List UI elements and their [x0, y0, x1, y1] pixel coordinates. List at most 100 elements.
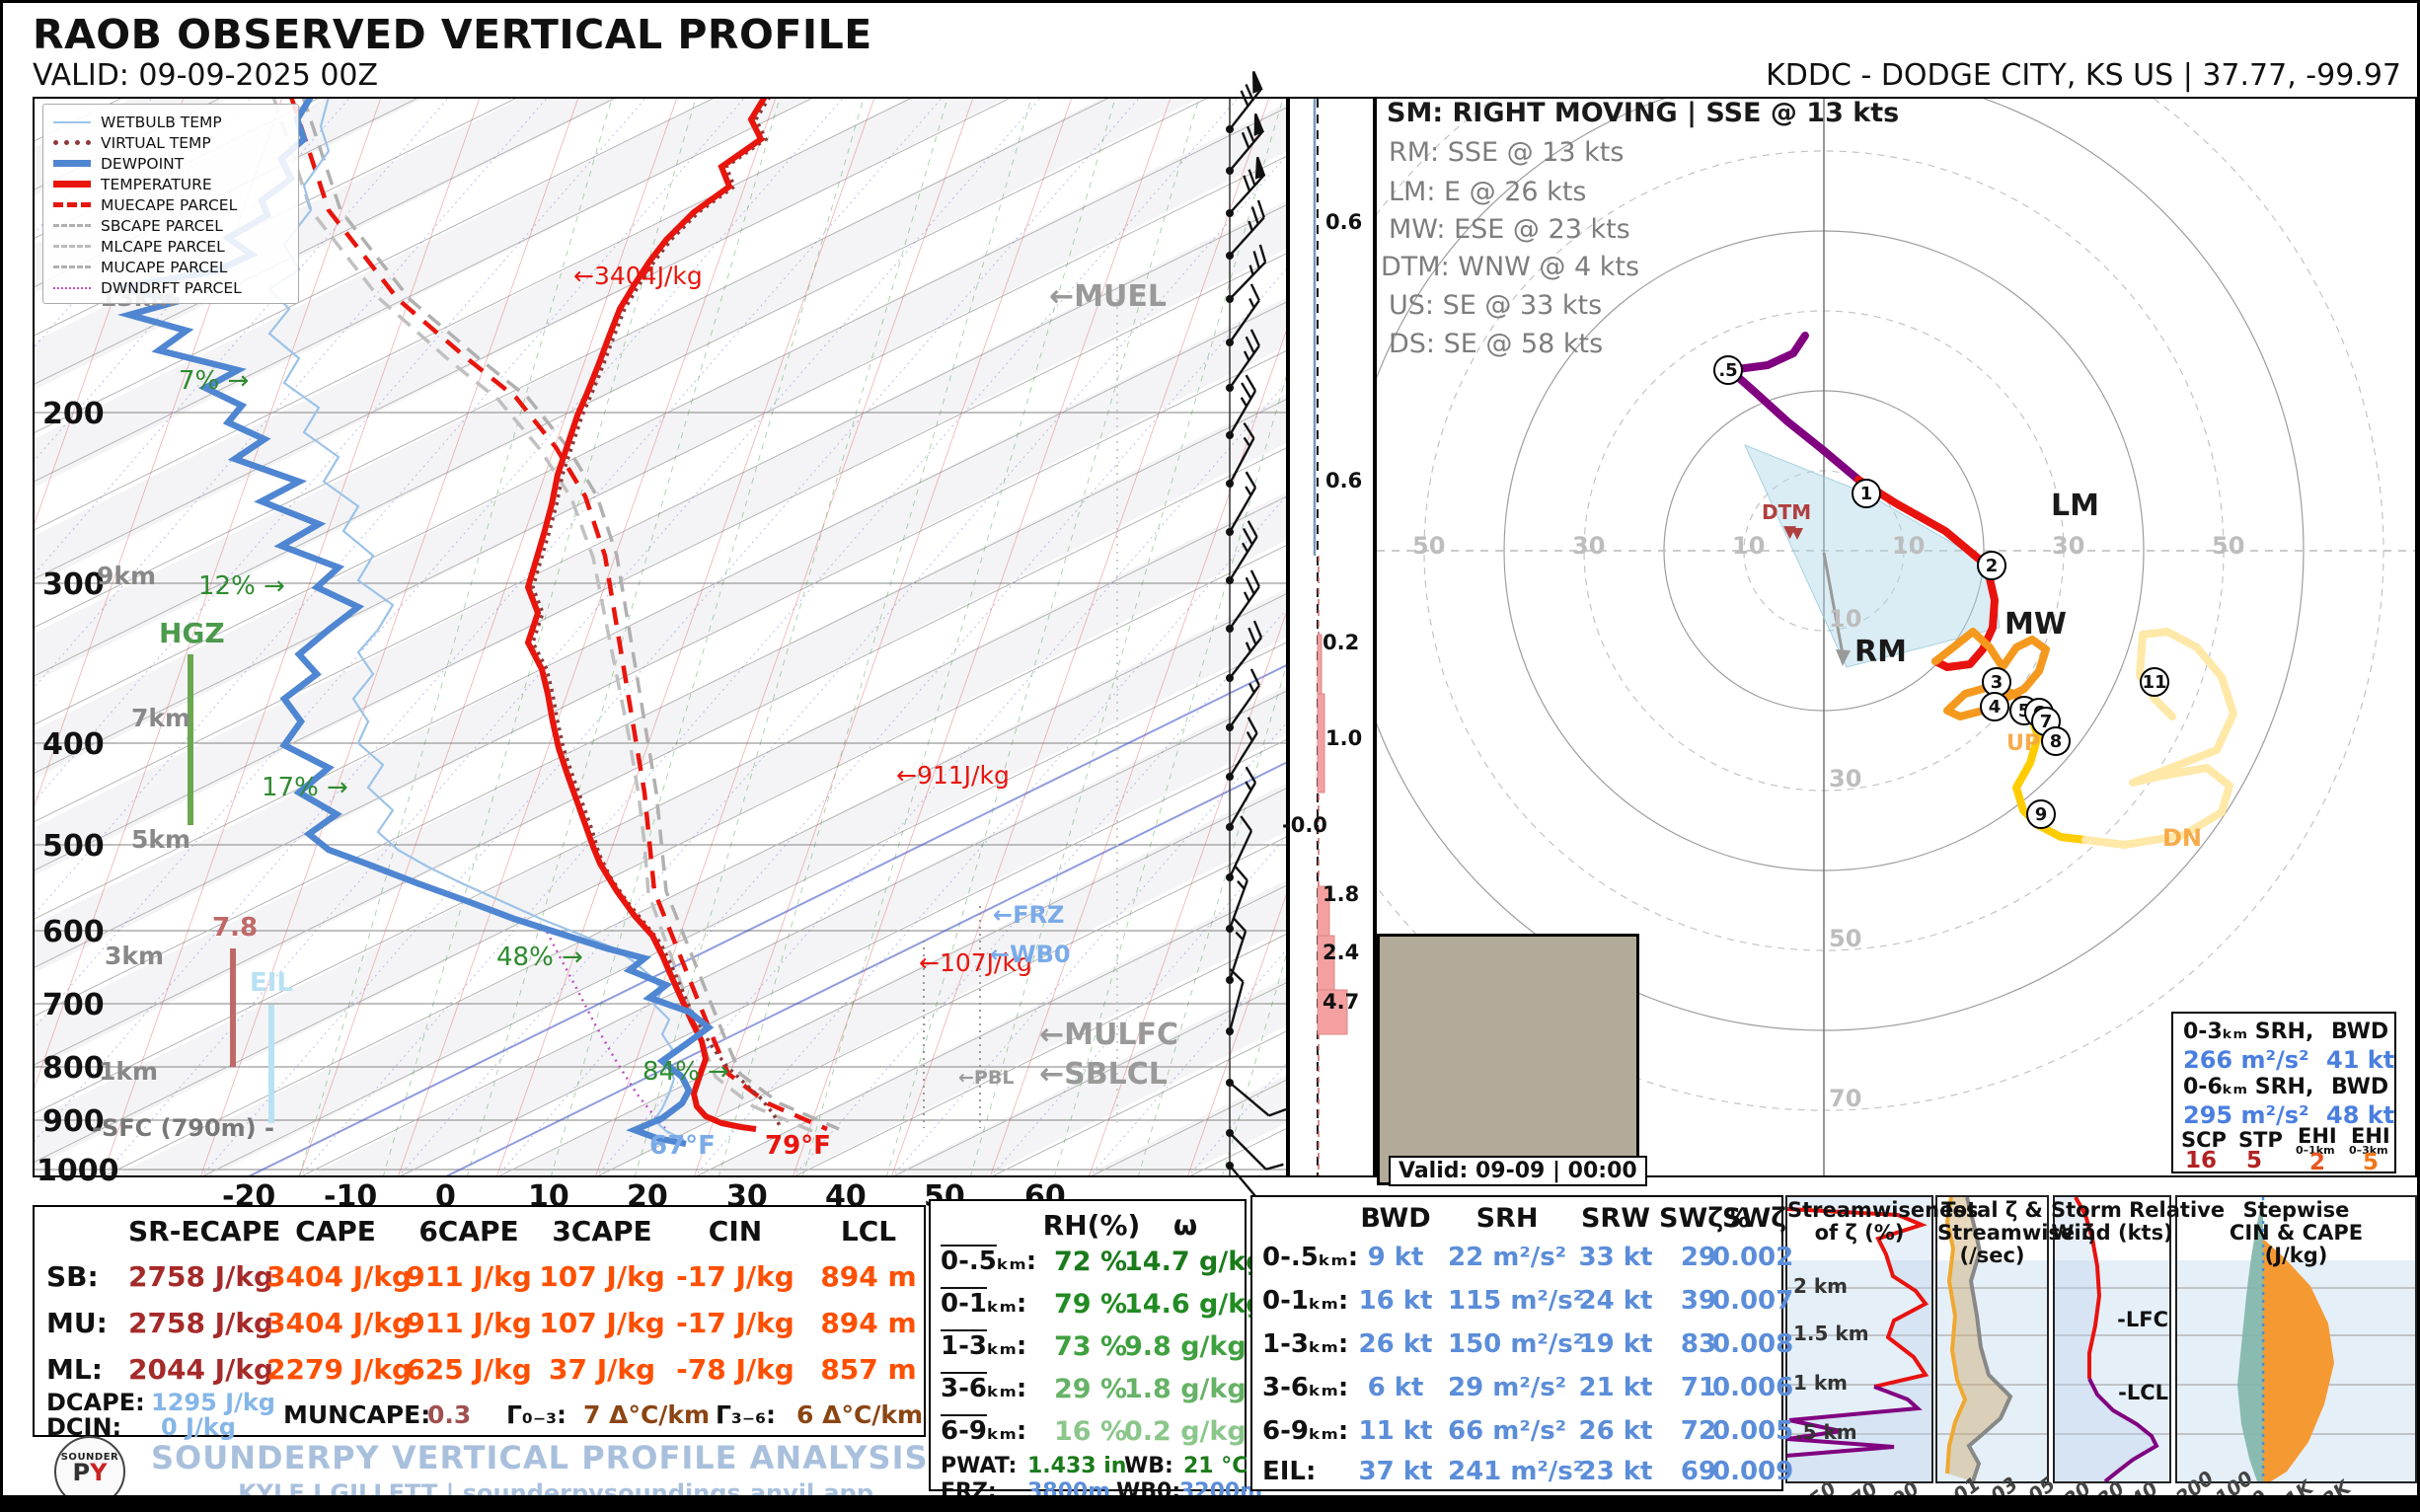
pressure-label: 200: [42, 397, 105, 431]
pwat-value: 1.433 in: [1027, 1454, 1127, 1478]
title-line: (/sec): [1959, 1244, 2025, 1267]
swzpct-value: 39: [1680, 1286, 1717, 1316]
logo-y: Y: [90, 1459, 108, 1486]
swz-value: 0.007: [1712, 1286, 1794, 1316]
srh-head-range: 0-3ₖₘ SRH,: [2183, 1020, 2313, 1044]
srh-value: 115 m²/s²: [1448, 1286, 1585, 1316]
srw-value: 33 kt: [1578, 1243, 1653, 1272]
omega-value: 1.0: [1325, 726, 1363, 750]
legend-item: SBCAPE PARCEL: [53, 215, 288, 236]
muncape-value: 0.3: [427, 1400, 472, 1429]
bwd-head: BWD: [2331, 1075, 2389, 1099]
height-label: 3km: [105, 942, 165, 970]
storm-motion-line: RM: SSE @ 13 kts: [1389, 137, 1625, 168]
hodo-marker: 8: [2041, 726, 2071, 756]
sbcape-line-icon: [53, 224, 91, 227]
sb-srecape: 2758 J/kg: [128, 1260, 273, 1293]
valid-time: VALID: 09-09-2025 00Z: [33, 58, 379, 93]
srh-0-6-value: 295 m²/s²: [2183, 1101, 2309, 1129]
ring-label: 50: [1829, 925, 1862, 952]
map-valid-label: Valid: 09-09 | 00:00: [1389, 1156, 1647, 1186]
range: 0-1: [941, 1289, 987, 1319]
surface-temp: 79°F: [765, 1131, 831, 1161]
legend-item: MUECAPE PARCEL: [53, 194, 288, 215]
row-label: 1-3ₖₘ:: [941, 1331, 1026, 1361]
dcape-value: 1295 J/kg: [151, 1389, 275, 1416]
scp-value: 16: [2185, 1148, 2218, 1173]
bwd-value: 9 kt: [1367, 1243, 1424, 1272]
legend-item: VIRTUAL TEMP: [53, 132, 288, 153]
range: 0-.5: [941, 1247, 997, 1276]
dtm-label: DTM: [1762, 500, 1812, 524]
wb-value: 21 °C: [1183, 1454, 1248, 1478]
hodo-marker: 2: [1977, 551, 2006, 580]
ehi1-label: EHI: [2298, 1124, 2337, 1148]
mixing-ratio-value: 14.6 g/kg: [1124, 1289, 1265, 1320]
ring-label: 10: [1892, 532, 1926, 560]
rh-annotation: 12% →: [198, 571, 285, 601]
dewpoint-line-icon: [53, 160, 91, 167]
row-label: 0-.5ₖₘ:: [1262, 1243, 1359, 1272]
updraft-label: UP: [2006, 731, 2040, 756]
bwd-value: 11 kt: [1358, 1416, 1433, 1446]
legend-label: VIRTUAL TEMP: [101, 133, 211, 152]
srh-value: 241 m²/s²: [1448, 1457, 1585, 1486]
ring-label: 70: [1829, 1085, 1862, 1112]
mixing-ratio-value: 0.2 g/kg: [1124, 1416, 1247, 1447]
storm-motion-line: DTM: WNW @ 4 kts: [1381, 252, 1640, 282]
ml-3cape: 37 J/kg: [548, 1353, 656, 1386]
right-mover-label: RM: [1854, 635, 1907, 669]
bottom-border-bar: [3, 1495, 2417, 1509]
mixing-ratio-value: 14.7 g/kg: [1124, 1247, 1265, 1277]
stp-value: 5: [2246, 1148, 2263, 1173]
rh-annotation: 48% →: [496, 943, 583, 972]
range: 3-6: [941, 1374, 987, 1403]
ml-cape: 2279 J/kg: [266, 1353, 412, 1386]
suffix: ₖₘ:: [986, 1331, 1027, 1361]
ring-label: 30: [1829, 765, 1862, 793]
storm-motion-line: US: SE @ 33 kts: [1389, 290, 1603, 321]
wb0-label: ←WB0: [990, 941, 1071, 968]
ml-lcl: 857 m: [820, 1353, 917, 1386]
omega-value: 0.6: [1325, 210, 1363, 234]
radar-map-inset: [1377, 934, 1639, 1185]
swz-value: 0.008: [1712, 1329, 1794, 1359]
swzpct-value: 72: [1680, 1416, 1717, 1446]
srw-value: 21 kt: [1578, 1373, 1653, 1402]
panel-band: [2177, 1260, 2415, 1481]
range: 6-9: [941, 1416, 987, 1446]
mu-lcl: 894 m: [820, 1307, 917, 1339]
omega-value: 0.2: [1323, 631, 1360, 654]
pressure-label: 800: [42, 1051, 105, 1086]
range-text: 0-3ₖₘ: [2183, 1020, 2248, 1044]
col-header: SRH: [1475, 1203, 1539, 1234]
title-line: Stepwise: [2242, 1198, 2350, 1222]
srh-value: 66 m²/s²: [1448, 1416, 1567, 1446]
srh-value: 150 m²/s²: [1448, 1329, 1585, 1359]
suffix: ₖₘ:: [986, 1289, 1027, 1319]
muel-label: ←MUEL: [1049, 279, 1167, 314]
row-label: 0-.5ₖₘ:: [941, 1247, 1036, 1276]
ml-cin: -78 J/kg: [676, 1353, 794, 1386]
row-label: ML:: [46, 1353, 103, 1386]
sb-lcl: 894 m: [820, 1260, 917, 1293]
mlcape-line-icon: [53, 245, 91, 248]
srh-bwd-box: 0-3ₖₘ SRH, BWD 266 m²/s² 41 kt 0-6ₖₘ SRH…: [2171, 1012, 2396, 1175]
hgz-label: HGZ: [159, 617, 225, 649]
bwd-head: BWD: [2331, 1020, 2389, 1044]
mixing-ratio-value: 9.8 g/kg: [1124, 1331, 1247, 1362]
bwd-value: 6 kt: [1367, 1373, 1424, 1402]
ring-label: 10: [1732, 532, 1766, 560]
lapse-3-6-value: 6 Δ°C/km: [796, 1400, 924, 1429]
height-tick: 2 km: [1793, 1274, 1849, 1298]
lfc-marker: -LFC: [2117, 1308, 2168, 1331]
muncape-label: MUNCAPE:: [283, 1400, 431, 1429]
row-label: 1-3ₖₘ:: [1262, 1329, 1349, 1359]
row-label: 3-6ₖₘ:: [1262, 1373, 1349, 1402]
ehi-0-3-value: 5: [2363, 1150, 2380, 1175]
wb-label: WB:: [1124, 1454, 1173, 1478]
hodo-marker: 9: [2026, 799, 2056, 829]
bwd-value: 16 kt: [1358, 1286, 1433, 1316]
mulfc-label: ←MULFC: [1039, 1018, 1178, 1052]
